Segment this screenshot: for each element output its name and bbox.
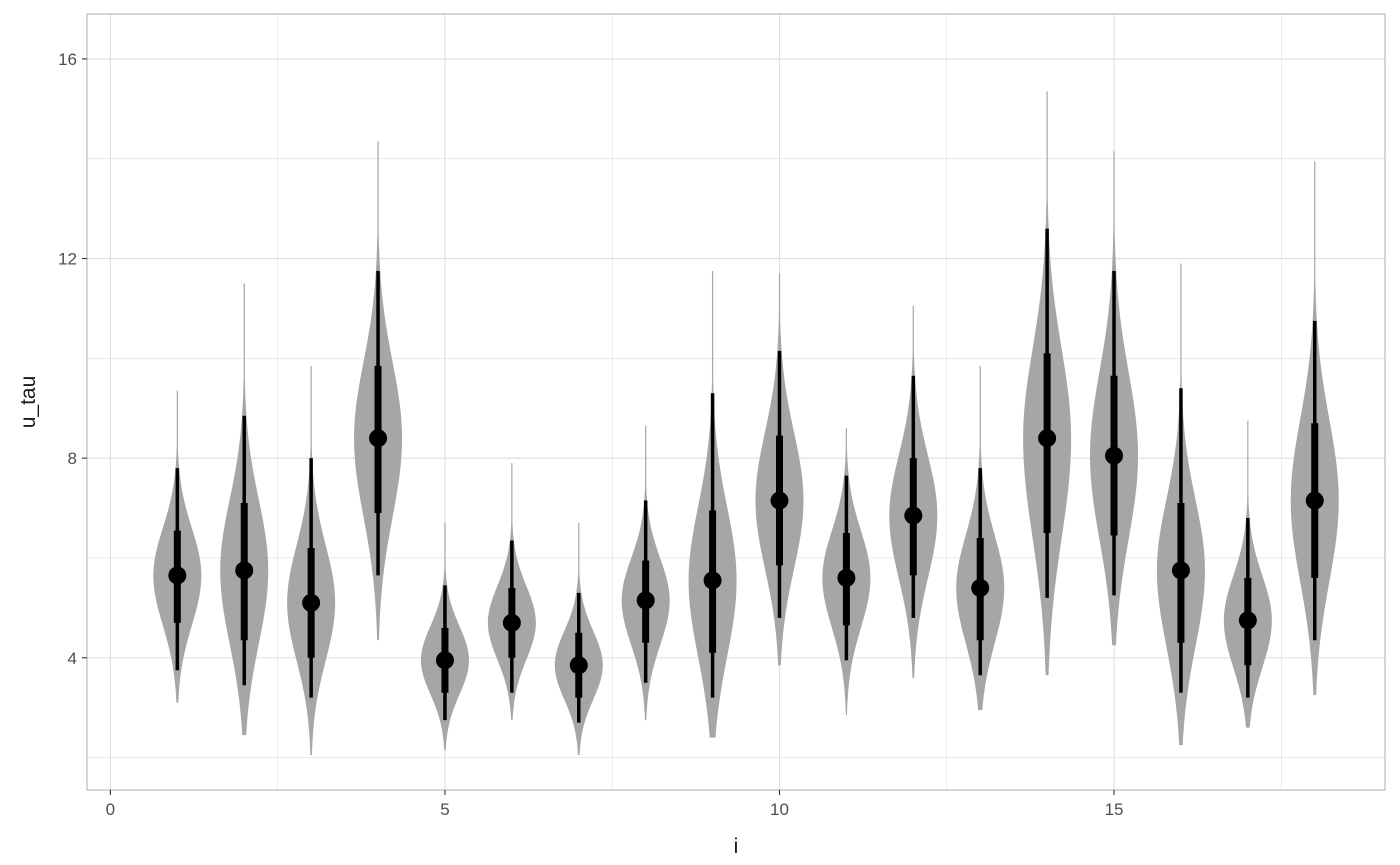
x-tick-label: 5	[440, 800, 449, 819]
x-tick-labels: 0 5 10 15	[106, 790, 1124, 819]
median-point-13	[971, 578, 990, 597]
x-tick-label: 10	[770, 800, 789, 819]
y-tick-label: 8	[68, 449, 77, 468]
y-tick-label: 4	[68, 649, 77, 668]
median-point-12	[904, 506, 923, 525]
median-point-7	[569, 656, 588, 675]
x-tick-label: 15	[1105, 800, 1124, 819]
median-point-9	[703, 571, 722, 590]
median-point-4	[369, 429, 388, 448]
y-tick-labels: 4 8 12 16	[58, 50, 87, 668]
median-point-17	[1238, 611, 1257, 630]
y-tick-label: 12	[58, 250, 77, 269]
median-point-8	[636, 591, 655, 610]
y-tick-label: 16	[58, 50, 77, 69]
x-axis-title: i	[734, 835, 739, 858]
median-point-5	[435, 651, 454, 670]
violins-layer	[153, 91, 1339, 756]
median-point-14	[1038, 429, 1057, 448]
median-point-18	[1305, 491, 1324, 510]
x-tick-label: 0	[106, 800, 115, 819]
median-point-3	[302, 593, 321, 612]
median-point-11	[837, 568, 856, 587]
median-point-2	[235, 561, 254, 580]
intervals-layer	[168, 228, 1324, 723]
median-point-16	[1171, 561, 1190, 580]
median-point-10	[770, 491, 789, 510]
panel-border	[86, 13, 1386, 791]
median-point-1	[168, 566, 187, 585]
median-point-6	[502, 613, 521, 632]
y-axis-title: u_tau	[17, 376, 40, 429]
median-point-15	[1105, 446, 1124, 465]
